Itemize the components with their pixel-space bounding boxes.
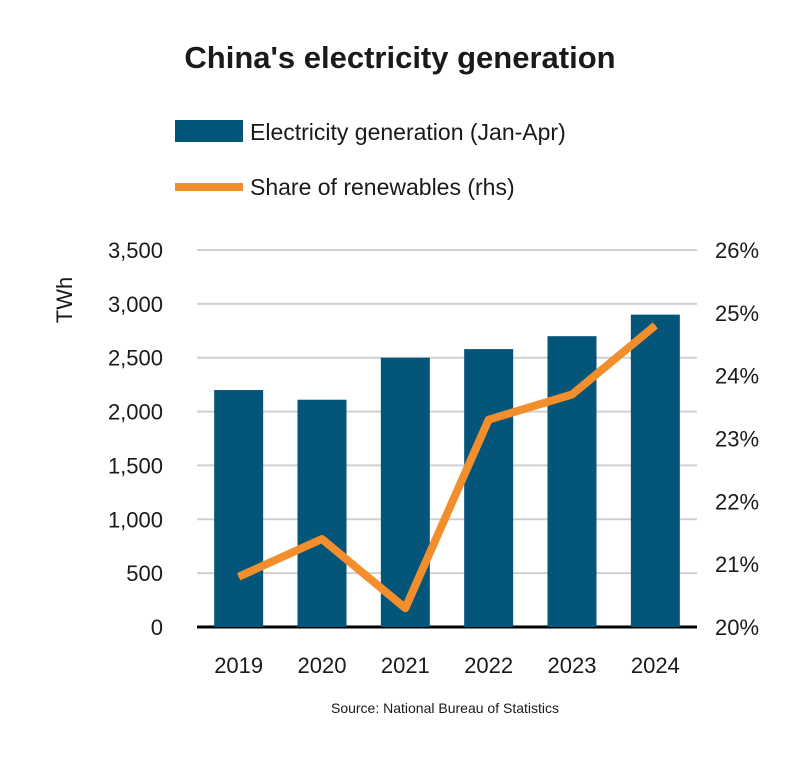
y-tick-label: 1,000 — [108, 507, 163, 532]
renewables-point-2020 — [321, 538, 323, 540]
y2-tick-label: 24% — [715, 364, 759, 389]
x-tick-label: 2020 — [298, 653, 347, 678]
x-tick-label: 2024 — [631, 653, 680, 678]
y-tick-label: 500 — [126, 561, 163, 586]
legend-bar-swatch — [175, 120, 243, 142]
legend-line-label: Share of renewables (rhs) — [250, 174, 515, 200]
y2-tick-label: 25% — [715, 301, 759, 326]
y-tick-label: 3,000 — [108, 292, 163, 317]
renewables-point-2021 — [404, 607, 406, 609]
x-tick-label: 2023 — [548, 653, 597, 678]
y-tick-label: 2,000 — [108, 400, 163, 425]
bar-2024 — [630, 314, 680, 627]
x-tick-label: 2021 — [381, 653, 430, 678]
x-tick-label: 2022 — [464, 653, 513, 678]
source-note: Source: National Bureau of Statistics — [331, 700, 559, 716]
renewables-point-2023 — [571, 394, 573, 396]
y2-tick-label: 20% — [715, 615, 759, 640]
y-axis-label: TWh — [52, 277, 77, 323]
y-tick-label: 1,500 — [108, 453, 163, 478]
y-tick-label: 2,500 — [108, 346, 163, 371]
x-tick-label: 2019 — [214, 653, 263, 678]
renewables-line — [237, 322, 658, 613]
bar-2022 — [464, 349, 514, 627]
y2-tick-label: 22% — [715, 489, 759, 514]
bar-2021 — [380, 357, 430, 627]
renewables-point-2019 — [238, 576, 240, 578]
bar-2019 — [214, 390, 264, 627]
bar-2020 — [297, 399, 347, 627]
y2-tick-label: 26% — [715, 238, 759, 263]
y-tick-label: 3,500 — [108, 238, 163, 263]
y-tick-label: 0 — [151, 615, 163, 640]
y2-tick-label: 23% — [715, 427, 759, 452]
legend-bar-label: Electricity generation (Jan-Apr) — [250, 119, 566, 145]
renewables-point-2022 — [488, 419, 490, 421]
chart-title: China's electricity generation — [184, 40, 615, 75]
y2-tick-label: 21% — [715, 552, 759, 577]
renewables-point-2024 — [654, 324, 656, 326]
